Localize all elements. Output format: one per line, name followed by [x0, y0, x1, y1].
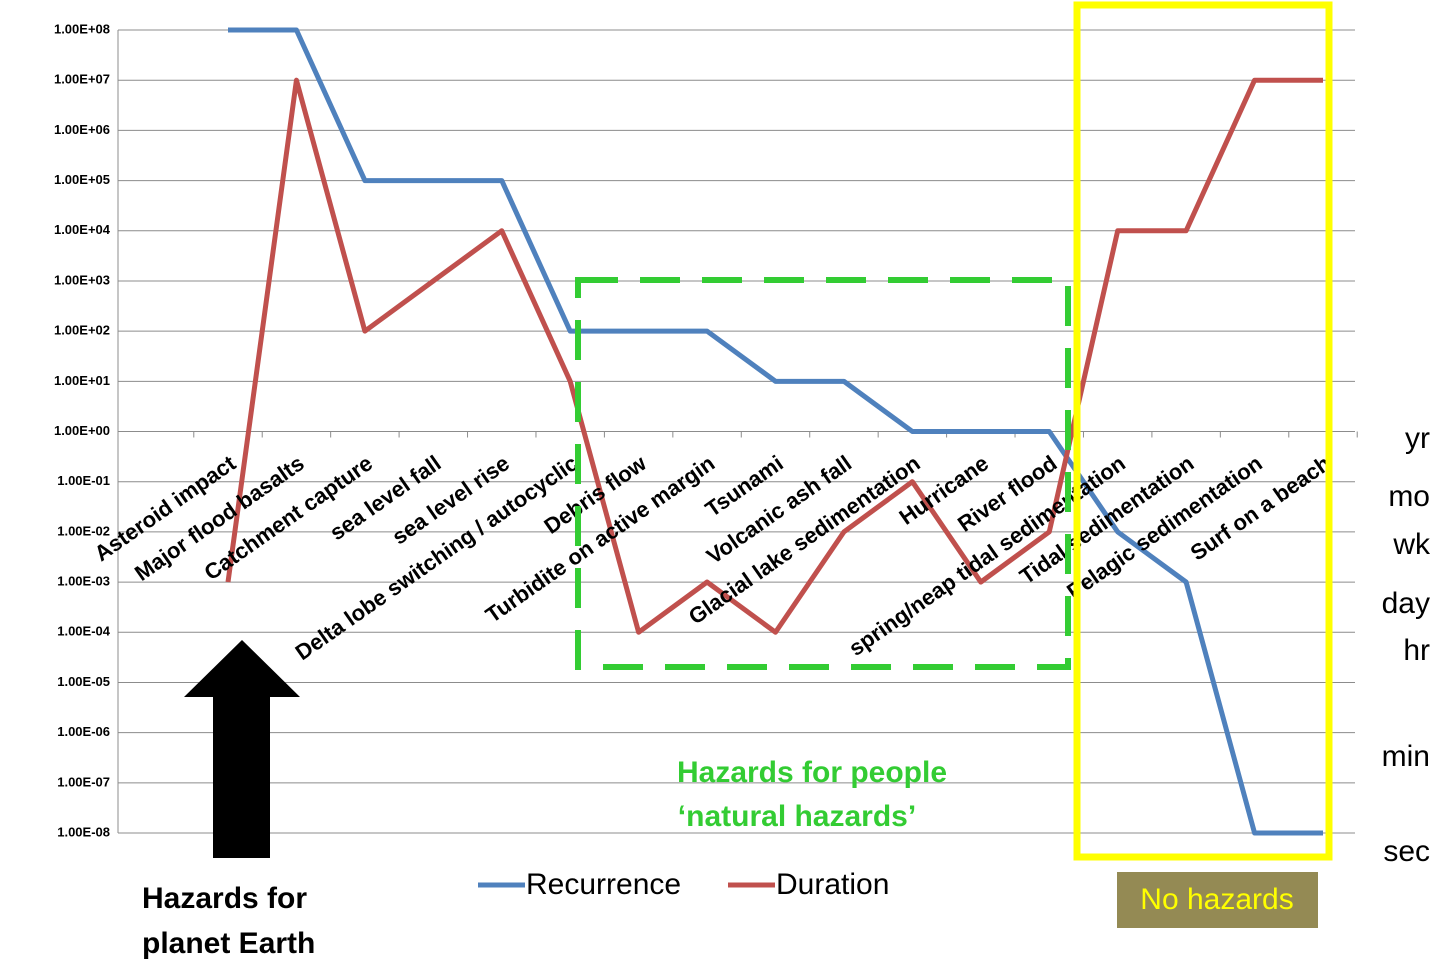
y-tick-label: 1.00E+06: [54, 122, 110, 137]
series-line: [225, 77, 1323, 635]
legend-label: Recurrence: [526, 868, 681, 901]
time-label: wk: [1392, 528, 1431, 561]
y-tick-label: 1.00E-07: [57, 774, 110, 789]
y-tick-label: 1.00E+03: [54, 272, 110, 287]
series-lines: [225, 27, 1323, 836]
time-label: min: [1382, 740, 1430, 773]
annotation: ‘natural hazards’: [678, 800, 916, 833]
annotation: Hazards for: [142, 882, 307, 915]
y-tick-label: 1.00E-02: [57, 523, 110, 538]
y-tick-label: 1.00E-01: [57, 473, 110, 488]
time-label: yr: [1405, 422, 1430, 455]
y-tick-label: 1.00E-08: [57, 824, 110, 839]
y-tick-label: 1.00E+00: [54, 423, 110, 438]
y-tick-label: 1.00E+05: [54, 172, 110, 187]
y-tick-label: 1.00E-04: [57, 624, 111, 639]
y-tick-label: 1.00E-05: [57, 674, 110, 689]
y-tick-label: 1.00E+07: [54, 72, 110, 87]
y-tick-label: 1.00E+02: [54, 323, 110, 338]
time-label: day: [1382, 587, 1430, 620]
annotation: No hazards: [1140, 883, 1293, 916]
time-label: mo: [1388, 480, 1430, 513]
no-hazard-box: [1073, 1, 1333, 861]
y-tick-label: 1.00E-06: [57, 724, 110, 739]
y-tick-label: 1.00E+01: [54, 373, 110, 388]
annotation: Hazards for people: [677, 756, 947, 789]
y-tick-label: 1.00E+08: [54, 21, 110, 36]
time-label: sec: [1383, 835, 1430, 868]
legend-label: Duration: [776, 868, 889, 901]
annotation: planet Earth: [142, 927, 315, 960]
y-tick-label: 1.00E+04: [54, 222, 111, 237]
y-tick-label: 1.00E-03: [57, 574, 110, 589]
series-line: [228, 27, 1323, 836]
time-label: hr: [1403, 634, 1430, 667]
people-hazard-box: [575, 277, 1071, 670]
no-hazards-badge: [1117, 872, 1318, 928]
earth-arrow: [184, 640, 300, 858]
